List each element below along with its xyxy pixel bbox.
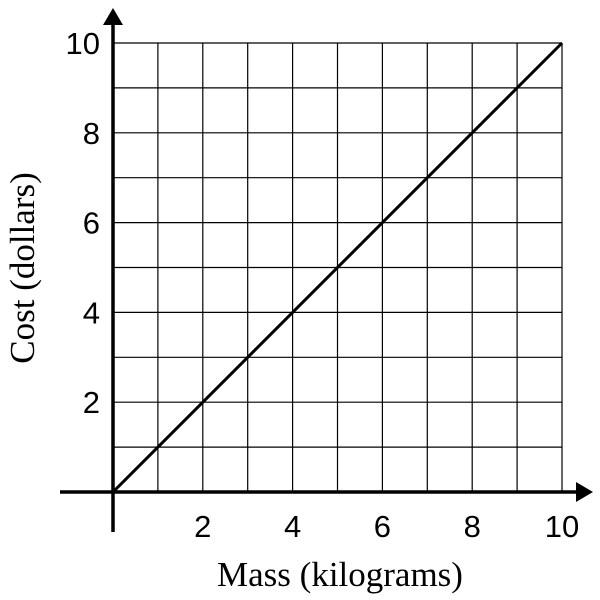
- y-tick-label: 10: [66, 26, 100, 61]
- x-tick-label: 6: [374, 509, 391, 544]
- x-axis-label: Mass (kilograms): [217, 555, 463, 594]
- axes: [60, 8, 593, 532]
- y-tick-label: 6: [83, 206, 100, 241]
- series: [111, 41, 564, 494]
- x-tick-label: 8: [464, 509, 481, 544]
- y-axis-arrow-icon: [103, 8, 123, 25]
- tick-labels: 2 4 6 8 10 2 4 6 8 10: [66, 26, 580, 544]
- x-tick-label: 10: [545, 509, 579, 544]
- grid: [113, 42, 563, 492]
- x-axis-arrow-icon: [576, 482, 593, 502]
- series-line-cost: [111, 41, 564, 494]
- y-axis-label: Cost (dollars): [3, 172, 42, 364]
- x-tick-label: 2: [194, 509, 211, 544]
- x-tick-label: 4: [284, 509, 301, 544]
- y-tick-label: 8: [83, 116, 100, 151]
- y-tick-label: 2: [83, 385, 100, 420]
- y-tick-label: 4: [83, 295, 100, 330]
